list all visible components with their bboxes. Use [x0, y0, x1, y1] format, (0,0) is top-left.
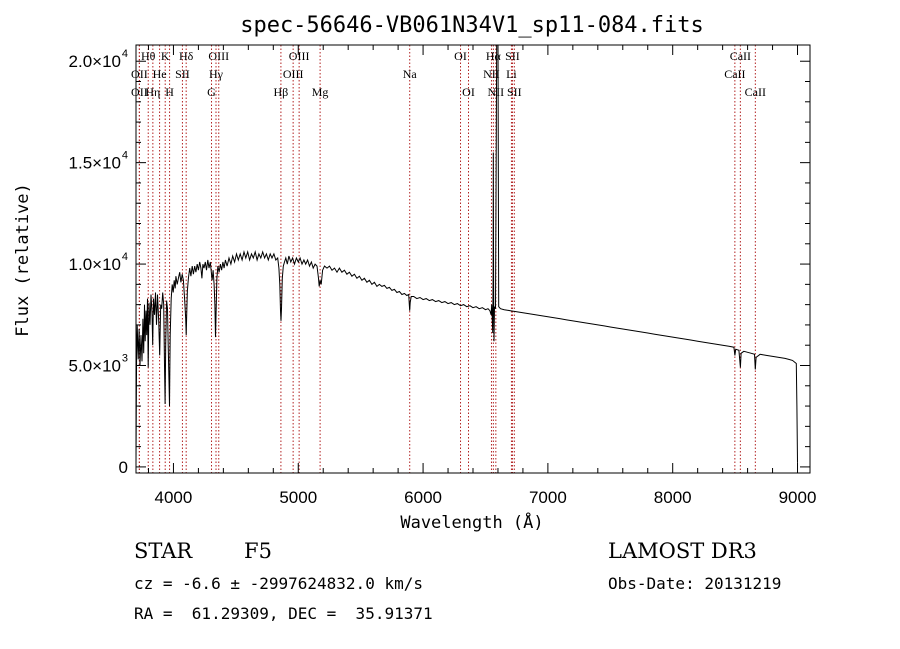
spectral-line-label: K [161, 49, 170, 63]
x-tick-label: 4000 [155, 488, 193, 507]
spectral-line-label: CaII [745, 85, 766, 99]
spectral-line-label: Na [403, 67, 418, 81]
spectral-line-label: Hβ [274, 85, 289, 99]
spectral-line-label: OIII [289, 49, 310, 63]
spectral-line-label: Hθ [141, 49, 156, 63]
spectral-line-label: OII [131, 67, 148, 81]
spectral-line-label: SII [505, 49, 520, 63]
spectral-line-label: OIII [283, 67, 304, 81]
spectral-line-label: OIII [208, 49, 229, 63]
spectral-line-label: NII [483, 67, 500, 81]
spectral-line-label: CaII [724, 67, 745, 81]
x-tick-label: 5000 [279, 488, 317, 507]
spectral-line-label: Hδ [179, 49, 194, 63]
y-tick-label: 5.0×10 [69, 356, 121, 375]
object-class: STAR [134, 539, 193, 563]
y-axis-label: Flux (relative) [13, 183, 33, 337]
x-axis-ticks: 4000 5000 6000 7000 8000 9000 [147, 45, 817, 507]
spectral-line-label: SII [507, 85, 522, 99]
y-tick-exponent: 3 [122, 352, 128, 364]
spectral-line-label: Li [506, 67, 517, 81]
object-subclass: F5 [244, 539, 272, 563]
y-tick-label: 1.5×10 [69, 154, 121, 173]
spectral-line-label: Hγ [209, 67, 224, 81]
spectral-line-label: OII [131, 85, 148, 99]
redshift-cz: cz = -6.6 ± -2997624832.0 km/s [134, 574, 423, 593]
y-tick-label: 2.0×10 [69, 52, 121, 71]
observation-date: Obs-Date: 20131219 [608, 574, 782, 593]
spectral-line-label: G [207, 85, 216, 99]
x-tick-label: 8000 [654, 488, 692, 507]
y-tick-exponent: 4 [122, 251, 128, 263]
x-axis-label: Wavelength (Å) [400, 511, 543, 533]
plot-frame [135, 44, 811, 474]
x-tick-label: 9000 [779, 488, 817, 507]
flux-series-line [135, 44, 798, 463]
spectral-line-label: Hη [145, 85, 160, 99]
spectral-line-label: H [165, 85, 174, 99]
coordinates: RA = 61.29309, DEC = 35.91371 [134, 604, 433, 623]
x-tick-label: 6000 [404, 488, 442, 507]
spectral-line-label: NII [488, 85, 505, 99]
spectral-line-label: SII [175, 67, 190, 81]
y-tick-label: 0 [119, 458, 128, 477]
y-tick-exponent: 4 [122, 48, 128, 60]
spectral-line-label: Hα [486, 49, 502, 63]
chart-title: spec-56646-VB061N34V1_sp11-084.fits [240, 13, 704, 38]
spectral-line-label: Mg [312, 85, 329, 99]
y-tick-exponent: 4 [122, 150, 128, 162]
spectral-line-label: He [153, 67, 167, 81]
y-axis-ticks: 05.0×10 31.0×10 41.5×10 42.0×10 4 [69, 48, 810, 477]
spectral-line-label: OI [462, 85, 475, 99]
x-tick-label: 7000 [529, 488, 567, 507]
spectral-line-label: CaII [730, 49, 751, 63]
y-tick-label: 1.0×10 [69, 255, 121, 274]
spectral-line-label: OI [454, 49, 467, 63]
survey-name: LAMOST DR3 [608, 539, 757, 563]
